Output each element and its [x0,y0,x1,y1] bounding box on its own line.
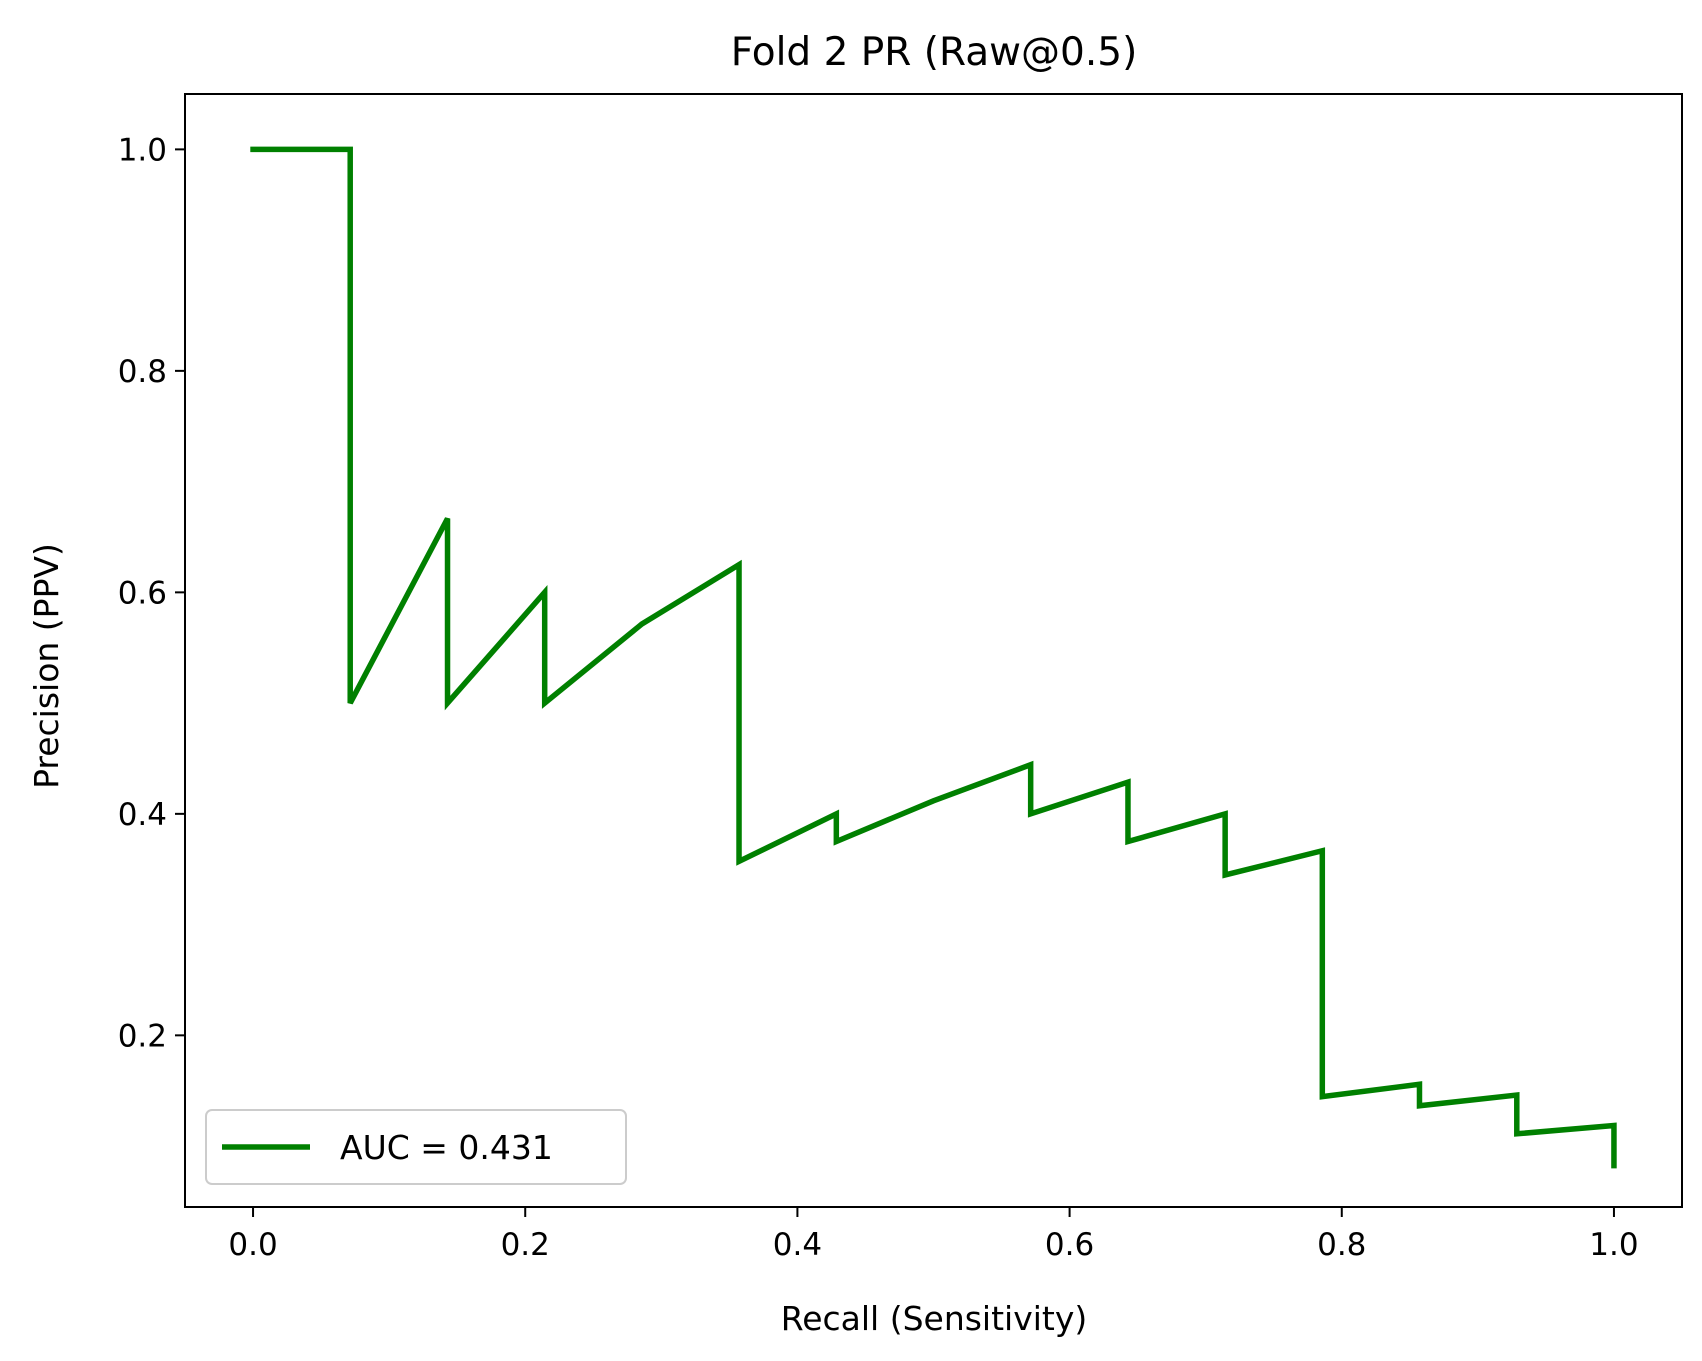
chart-title: Fold 2 PR (Raw@0.5) [731,30,1138,75]
series-line-0 [250,146,1617,1169]
x-tick-label: 0.6 [1045,1227,1094,1263]
x-tick-label: 0.2 [501,1227,550,1263]
plot-area: 0.0 0.2 0.4 0.6 0.8 1.0 0.2 0.4 0.6 0.8 1.0 [118,93,1683,1263]
x-tick-label: 1.0 [1589,1227,1638,1263]
legend-entry-label: AUC = 0.431 [340,1128,553,1167]
legend: AUC = 0.431 [205,1109,627,1185]
x-tick-label: 0.0 [228,1227,277,1263]
y-tick-label: 0.2 [118,1018,167,1054]
legend-box [205,1109,627,1185]
y-axis-label: Precision (PPV) [27,543,66,789]
y-tick-label: 0.6 [118,575,167,611]
y-tick-label: 0.4 [118,797,167,833]
x-tick-label: 0.4 [773,1227,822,1263]
x-axis-label: Recall (Sensitivity) [781,1299,1088,1338]
y-tick-label: 1.0 [118,132,167,168]
axes-frame [184,93,1683,1208]
x-tick-label: 0.8 [1317,1227,1366,1263]
y-tick-label: 0.8 [118,354,167,390]
